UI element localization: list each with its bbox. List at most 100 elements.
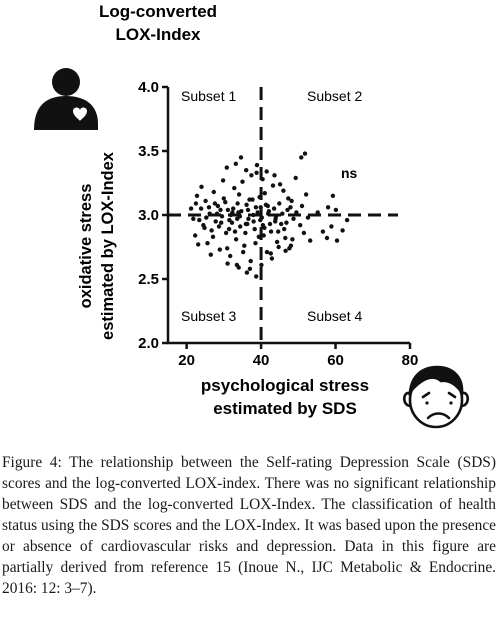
data-point <box>213 219 218 224</box>
data-point <box>196 242 201 247</box>
data-point <box>262 191 267 196</box>
data-point <box>226 226 232 232</box>
data-point <box>231 206 236 211</box>
data-point <box>282 226 287 232</box>
data-point <box>289 198 294 204</box>
data-point <box>308 238 313 243</box>
data-point <box>204 215 209 220</box>
data-point <box>233 237 239 242</box>
data-point <box>301 230 307 236</box>
y-tick-label: 4.0 <box>138 79 159 96</box>
data-point <box>291 216 296 221</box>
data-point <box>330 193 336 198</box>
data-point <box>233 161 238 166</box>
data-point <box>199 184 204 189</box>
data-point <box>202 225 207 230</box>
data-point <box>288 243 294 248</box>
data-point <box>212 201 218 206</box>
data-point <box>344 217 350 223</box>
data-point <box>215 203 221 209</box>
data-point <box>299 155 304 160</box>
data-point <box>247 197 252 202</box>
data-point <box>285 207 290 213</box>
data-point <box>268 229 274 234</box>
data-point <box>244 202 249 207</box>
data-point <box>324 235 330 241</box>
subset-3-label: Subset 3 <box>181 308 236 324</box>
data-point <box>225 207 231 213</box>
data-point <box>243 230 248 236</box>
data-point <box>252 226 257 232</box>
data-point <box>277 182 283 187</box>
data-point <box>288 205 293 210</box>
data-point <box>269 256 275 261</box>
data-point <box>205 241 210 246</box>
data-point <box>254 274 259 279</box>
data-point <box>225 246 230 251</box>
data-point <box>238 224 243 229</box>
data-point <box>277 201 282 206</box>
data-point <box>283 248 288 253</box>
data-point <box>276 229 281 234</box>
data-point <box>232 185 237 191</box>
data-point <box>270 183 276 188</box>
data-point <box>299 203 305 209</box>
mother-and-heart-icon <box>34 68 98 130</box>
data-point <box>221 196 226 201</box>
data-point <box>209 228 214 233</box>
data-point <box>303 192 309 197</box>
data-point <box>268 251 273 256</box>
data-point <box>329 224 334 229</box>
data-point <box>223 230 229 236</box>
data-point <box>193 201 199 206</box>
data-point <box>264 249 270 255</box>
y-tick-label: 2.5 <box>138 271 159 288</box>
data-point <box>267 221 273 227</box>
data-point <box>191 216 196 221</box>
data-point <box>239 209 244 214</box>
x-axis-label-line-1: psychological stress <box>201 376 369 395</box>
data-point <box>241 249 246 255</box>
data-point <box>197 217 202 223</box>
data-point <box>188 206 194 211</box>
data-point <box>219 220 224 225</box>
data-point <box>216 224 222 229</box>
x-tick-label: 20 <box>178 352 195 369</box>
data-point <box>253 205 259 210</box>
data-point <box>264 169 269 174</box>
data-point <box>286 196 291 201</box>
data-point <box>235 201 240 206</box>
data-point <box>272 173 277 178</box>
chart-title-line-2: LOX-Index <box>115 25 201 44</box>
data-point <box>242 243 247 248</box>
data-point <box>302 151 308 156</box>
y-axis-label-line-2: estimated by LOX-Index <box>99 151 117 340</box>
data-point <box>244 168 249 173</box>
data-point <box>224 165 229 170</box>
data-point <box>238 155 244 160</box>
worried-face-icon <box>402 365 470 429</box>
data-point <box>244 270 250 275</box>
data-point <box>259 262 264 268</box>
data-point <box>220 178 226 183</box>
axis-ticks: 20 40 60 80 2.0 2.5 3.0 3.5 4.0 <box>138 79 418 369</box>
data-point <box>280 211 285 216</box>
data-point <box>246 216 251 221</box>
data-point <box>198 206 204 211</box>
data-point <box>261 233 266 238</box>
caption-lead: Figure 4: <box>2 454 62 471</box>
data-point <box>283 235 288 241</box>
x-tick-label: 40 <box>253 352 270 369</box>
data-point <box>298 223 303 228</box>
data-point <box>281 188 286 193</box>
data-point <box>248 258 253 264</box>
data-point <box>276 244 281 250</box>
data-point <box>254 162 260 168</box>
data-point <box>271 206 277 211</box>
data-point <box>193 233 198 238</box>
data-point <box>325 205 331 210</box>
data-point <box>228 253 233 259</box>
data-point <box>240 179 245 184</box>
data-point <box>293 175 298 181</box>
data-point <box>249 173 254 178</box>
